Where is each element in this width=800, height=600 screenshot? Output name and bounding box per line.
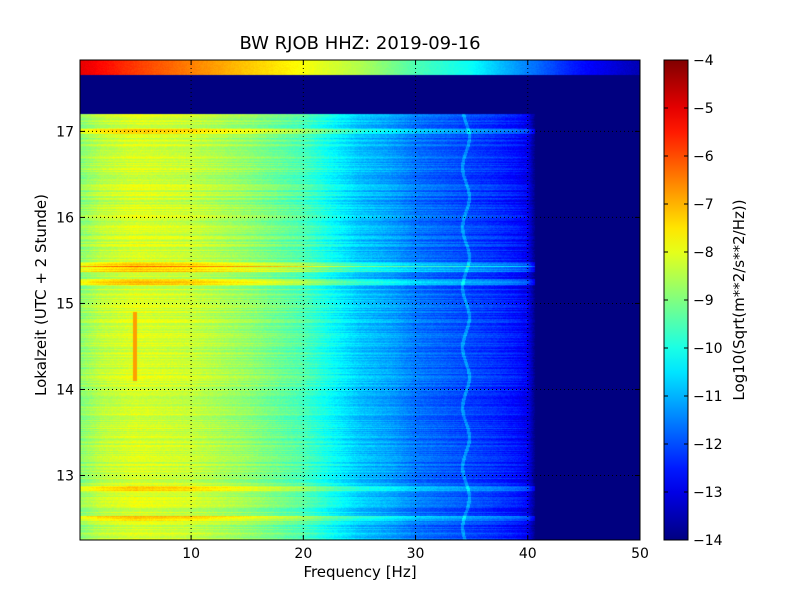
y-tick-label: 17 [56, 124, 74, 140]
x-tick-label: 20 [294, 546, 312, 562]
colorbar-tick-label: −6 [693, 149, 714, 165]
spectrogram-plot: 10 20 30 40 50 13 14 15 16 17 [56, 59, 649, 562]
x-tick-label: 40 [519, 546, 537, 562]
x-axis-label: Frequency [Hz] [303, 563, 416, 581]
y-tick-label: 13 [56, 468, 74, 484]
y-tick-label: 14 [56, 382, 74, 398]
colorbar-tick-label: −11 [693, 389, 723, 405]
colorbar-tick-label: −10 [693, 341, 723, 357]
colorbar-ticks: −14 −13 −12 −11 −10 −9 −8 −7 −6 −5 −4 [664, 53, 723, 549]
colorbar-tick-label: −7 [693, 197, 714, 213]
colorbar-tick-label: −9 [693, 293, 714, 309]
y-tick-label: 15 [56, 296, 74, 312]
x-tick-label: 10 [182, 546, 200, 562]
y-tick-label: 16 [56, 210, 74, 226]
x-axis-ticks: 10 20 30 40 50 [182, 60, 649, 562]
colorbar-tick-label: −12 [693, 437, 723, 453]
plot-frame [79, 59, 641, 541]
colorbar-label: Log10(Sqrt(m**2/s**2/Hz)) [730, 199, 748, 400]
colorbar-tick-label: −5 [693, 101, 714, 117]
x-tick-label: 30 [407, 546, 425, 562]
colorbar-tick-label: −8 [693, 245, 714, 261]
colorbar-tick-label: −13 [693, 485, 723, 501]
grid-lines [80, 60, 640, 540]
spectrogram-heatmap [80, 60, 640, 540]
y-axis-ticks: 13 14 15 16 17 [56, 124, 640, 484]
colorbar-tick-label: −14 [693, 533, 723, 549]
x-tick-label: 50 [631, 546, 649, 562]
colorbar: −14 −13 −12 −11 −10 −9 −8 −7 −6 −5 −4 [663, 53, 723, 549]
chart-title: BW RJOB HHZ: 2019-09-16 [239, 33, 480, 54]
y-axis-label: Lokalzeit (UTC + 2 Stunde) [32, 194, 50, 396]
colorbar-tick-label: −4 [693, 53, 714, 69]
